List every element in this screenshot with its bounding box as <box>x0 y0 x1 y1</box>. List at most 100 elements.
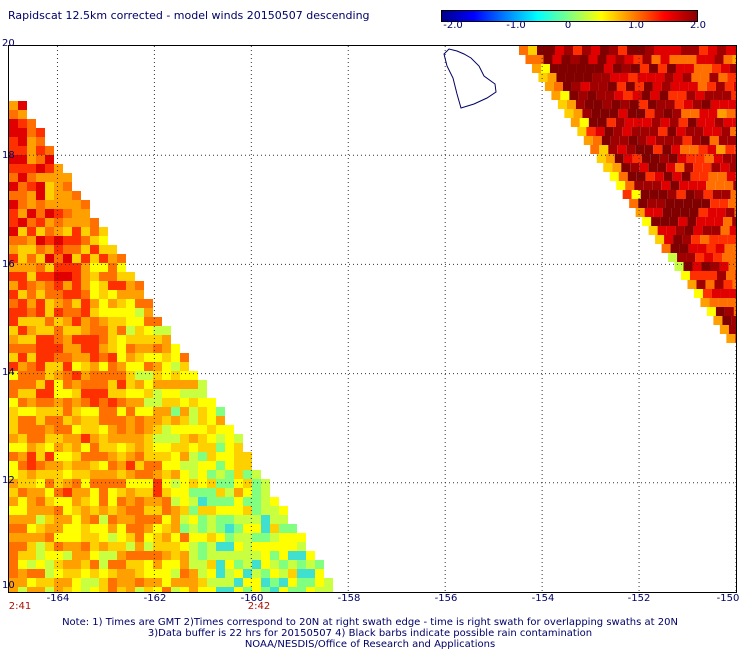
wind-cell <box>99 299 108 308</box>
wind-cell <box>135 398 144 407</box>
wind-cell <box>72 569 81 578</box>
wind-cell <box>690 109 700 118</box>
wind-cell <box>261 506 270 515</box>
wind-cell <box>234 587 243 592</box>
wind-cell <box>216 452 225 461</box>
wind-cell <box>261 497 270 506</box>
wind-cell <box>694 127 704 136</box>
wind-cell <box>731 316 736 325</box>
wind-cell <box>63 443 72 452</box>
wind-cell <box>9 569 18 578</box>
wind-cell <box>126 569 135 578</box>
wind-cell <box>9 209 18 218</box>
wind-cell <box>108 551 117 560</box>
wind-cell <box>18 470 27 479</box>
wind-cell <box>225 560 234 569</box>
wind-cell <box>108 299 117 308</box>
wind-cell <box>27 515 36 524</box>
wind-cell <box>636 172 646 181</box>
wind-cell <box>54 560 63 569</box>
wind-cell <box>270 515 279 524</box>
wind-cell <box>198 416 207 425</box>
wind-cell <box>697 82 707 91</box>
wind-cell <box>72 272 81 281</box>
wind-cell <box>54 416 63 425</box>
wind-cell <box>9 443 18 452</box>
wind-cell <box>608 145 618 154</box>
wind-cell <box>45 497 54 506</box>
wind-cell <box>270 524 279 533</box>
wind-cell <box>99 263 108 272</box>
wind-cell <box>126 578 135 587</box>
wind-cell <box>153 470 162 479</box>
wind-cell <box>63 380 72 389</box>
wind-cell <box>207 587 216 592</box>
wind-cell <box>72 290 81 299</box>
wind-cell <box>27 434 36 443</box>
wind-cell <box>99 371 108 380</box>
wind-cell <box>162 497 171 506</box>
wind-cell <box>234 506 243 515</box>
wind-cell <box>36 416 45 425</box>
footnote-line-3: NOAA/NESDIS/Office of Research and Appli… <box>244 639 496 650</box>
wind-cell <box>162 452 171 461</box>
wind-cell <box>692 262 702 271</box>
wind-cell <box>90 488 99 497</box>
wind-cell <box>171 524 180 533</box>
wind-cell <box>144 587 153 592</box>
wind-cell <box>45 560 54 569</box>
wind-cell <box>648 163 658 172</box>
wind-cell <box>696 217 706 226</box>
wind-cell <box>9 173 18 182</box>
wind-cell <box>81 335 90 344</box>
wind-cell <box>728 262 736 271</box>
wind-cell <box>189 479 198 488</box>
wind-cell <box>99 398 108 407</box>
wind-cell <box>691 136 701 145</box>
wind-cell <box>36 155 45 164</box>
wind-cell <box>162 326 171 335</box>
wind-cell <box>324 587 333 592</box>
wind-cell <box>225 506 234 515</box>
coastline-big-island <box>443 48 497 109</box>
wind-cell <box>9 389 18 398</box>
wind-cell <box>18 506 27 515</box>
wind-cell <box>635 145 645 154</box>
wind-cell <box>613 127 623 136</box>
wind-cell <box>189 587 198 592</box>
wind-cell <box>171 542 180 551</box>
wind-cell <box>684 226 694 235</box>
wind-cell <box>45 452 54 461</box>
wind-cell <box>234 434 243 443</box>
wind-cell <box>656 100 666 109</box>
wind-cell <box>668 154 678 163</box>
wind-cell <box>270 506 279 515</box>
wind-cell <box>680 208 690 217</box>
wind-cell <box>18 542 27 551</box>
wind-cell <box>117 281 126 290</box>
wind-cell <box>81 425 90 434</box>
wind-cell <box>72 227 81 236</box>
wind-cell <box>36 353 45 362</box>
wind-cell <box>171 371 180 380</box>
wind-cell <box>99 272 108 281</box>
wind-cell <box>108 281 117 290</box>
wind-cell <box>162 362 171 371</box>
wind-cell <box>583 136 593 145</box>
wind-cell <box>54 281 63 290</box>
wind-cell <box>669 55 679 64</box>
wind-cell <box>562 82 572 91</box>
wind-cell <box>653 145 663 154</box>
wind-cell <box>717 172 727 181</box>
wind-cell <box>306 551 315 560</box>
wind-cell <box>18 362 27 371</box>
wind-cell <box>243 551 252 560</box>
wind-cell <box>225 479 234 488</box>
wind-cell <box>665 100 675 109</box>
wind-cell <box>135 434 144 443</box>
wind-cell <box>180 434 189 443</box>
wind-cell <box>225 452 234 461</box>
wind-cell <box>696 55 706 64</box>
wind-cell <box>144 551 153 560</box>
wind-cell <box>36 551 45 560</box>
